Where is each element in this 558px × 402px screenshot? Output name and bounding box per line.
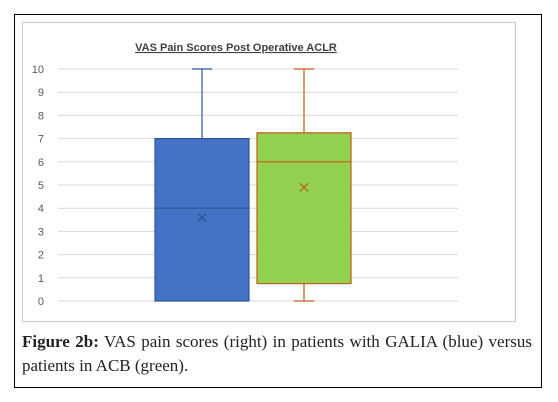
y-tick-label: 8 [38,110,44,122]
caption-text: VAS pain scores (right) in patients with… [22,332,532,375]
box-acb [256,68,352,302]
y-tick-label: 7 [38,134,44,146]
figure-caption: Figure 2b: VAS pain scores (right) in pa… [22,330,532,378]
y-tick-label: 1 [38,273,44,285]
y-tick-label: 3 [38,226,44,238]
y-tick-label: 0 [38,296,44,308]
y-tick-label: 9 [38,87,44,99]
chart-title: VAS Pain Scores Post Operative ACLR [135,42,337,54]
mean-marker [299,182,309,192]
y-tick-label: 5 [38,180,44,192]
y-tick-label: 10 [32,64,44,76]
y-tick-label: 2 [38,250,44,262]
mean-marker [197,213,207,222]
mean-stroke [299,182,309,192]
box-galia [154,68,250,302]
boxplot-chart: VAS Pain Scores Post Operative ACLR 0 1 2 3… [32,42,458,308]
iqr-box [154,138,250,302]
caption-lead: Figure 2b: [22,332,99,351]
y-tick-label: 6 [38,157,44,169]
y-tick-label: 4 [38,203,44,215]
mean-stroke [197,213,207,222]
iqr-box [256,132,352,285]
